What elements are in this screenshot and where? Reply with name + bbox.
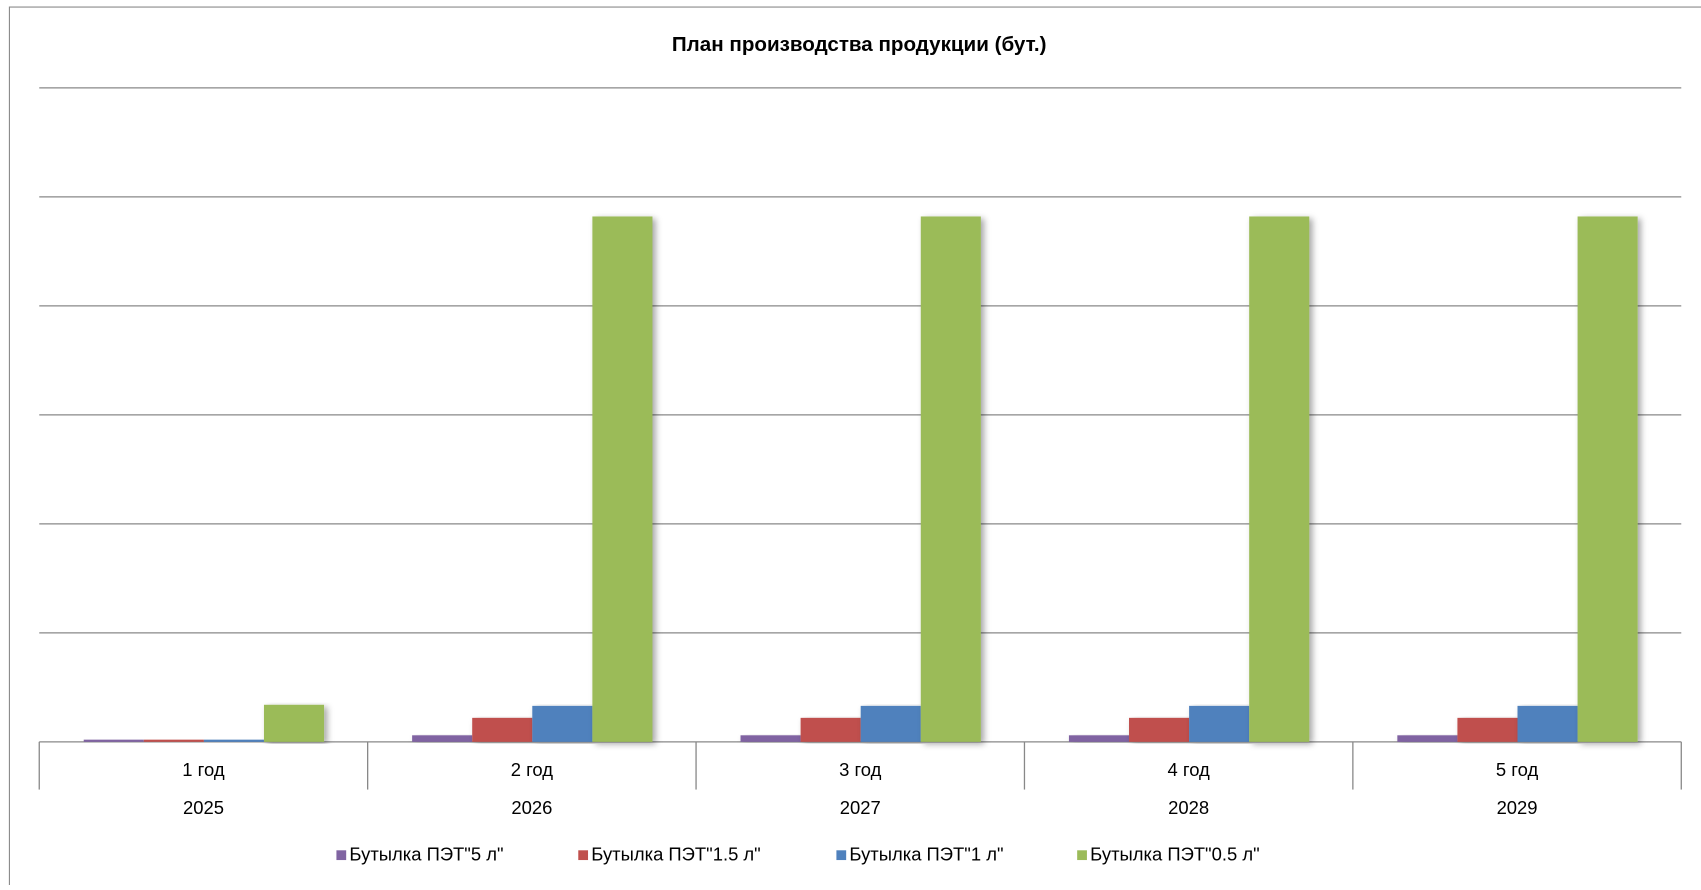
bar [472, 717, 533, 742]
legend-swatch [1077, 850, 1087, 861]
legend-swatch [336, 850, 347, 861]
x-tick-label: 4 год [1168, 759, 1211, 780]
bar [83, 739, 144, 742]
bar [860, 705, 921, 742]
bar [1129, 717, 1190, 742]
bar [412, 735, 473, 742]
x-tick-label: 2 год [511, 759, 554, 780]
legend-label: Бутылка ПЭТ"0.5 л" [1090, 844, 1259, 865]
x-tick-label: 5 год [1496, 759, 1539, 780]
x-group-label: 2028 [1168, 797, 1209, 818]
x-group-label: 2027 [840, 797, 881, 818]
bar [1397, 735, 1458, 742]
chart-title: План производства продукции (бут.) [672, 33, 1047, 56]
bar [1189, 705, 1250, 742]
legend-swatch [836, 850, 847, 861]
x-group-label: 2026 [511, 797, 552, 818]
legend-label: Бутылка ПЭТ"1.5 л" [591, 844, 760, 865]
bar [920, 216, 981, 742]
x-tick-label: 1 год [182, 759, 225, 780]
bar [1068, 735, 1130, 742]
bar [592, 216, 653, 742]
x-group-label: 2025 [183, 797, 224, 818]
bar [532, 705, 593, 742]
bar [740, 735, 801, 742]
legend-swatch [578, 850, 589, 861]
x-group-label: 2029 [1497, 797, 1538, 818]
bar [1577, 216, 1638, 742]
bar [1457, 717, 1518, 742]
bar [203, 739, 264, 742]
legend-label: Бутылка ПЭТ"1 л" [849, 844, 1003, 865]
x-tick-label: 3 год [839, 759, 882, 780]
bar [800, 717, 861, 742]
bar [1249, 216, 1310, 742]
chart-frame [8, 6, 1701, 890]
bar [143, 739, 204, 742]
bar [263, 704, 325, 742]
bar [1517, 705, 1578, 742]
legend-label: Бутылка ПЭТ"5 л" [349, 844, 503, 865]
